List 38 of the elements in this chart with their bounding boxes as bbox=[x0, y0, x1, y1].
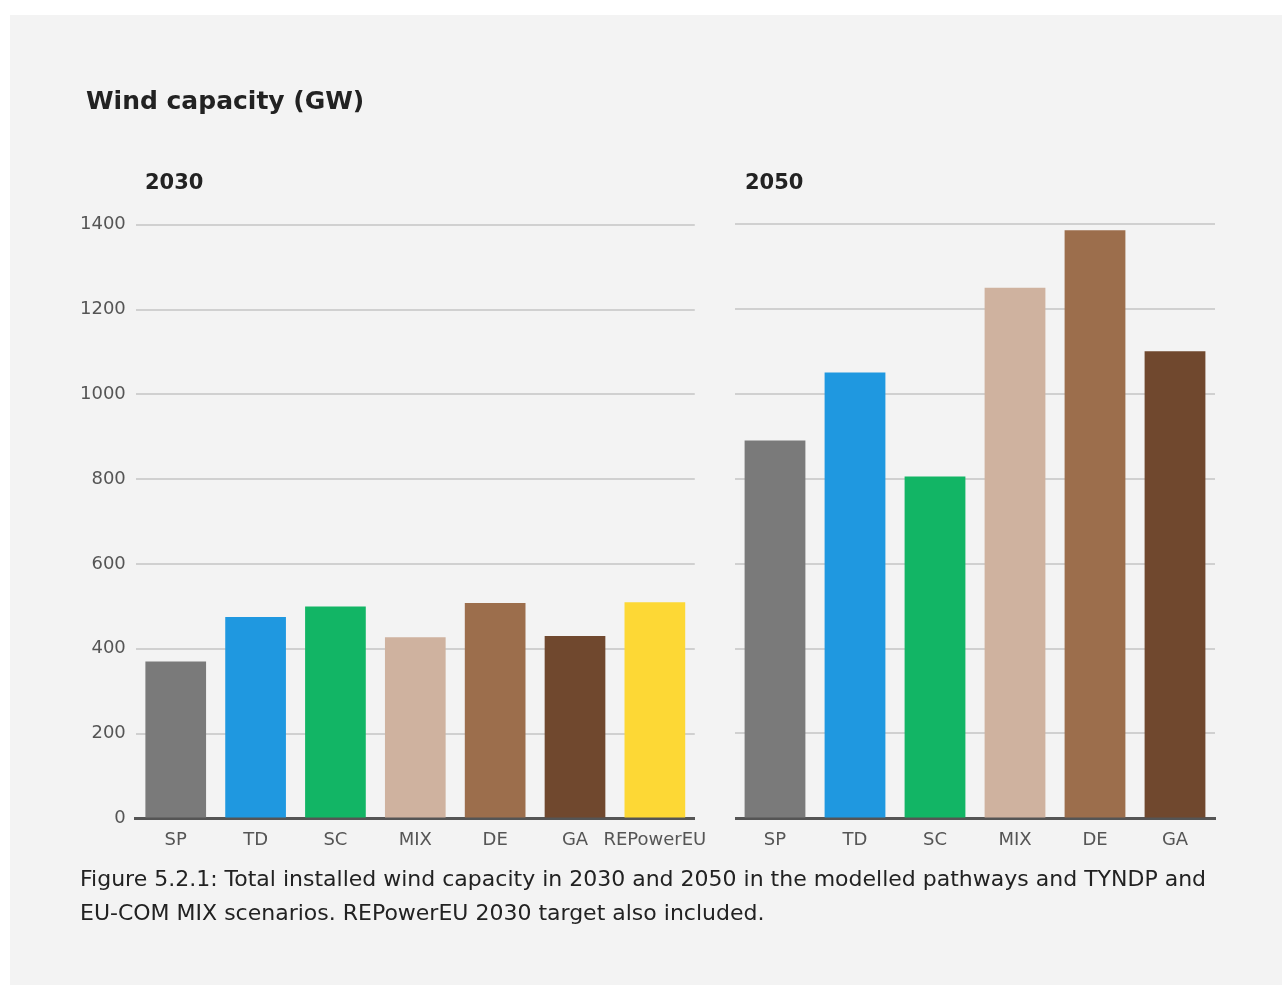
bar bbox=[1144, 351, 1206, 818]
bar bbox=[744, 440, 806, 818]
y-axis-title: Wind capacity (GW) bbox=[86, 86, 365, 115]
bar bbox=[624, 602, 686, 818]
bar bbox=[384, 637, 446, 818]
x-tick-label: SP bbox=[164, 827, 188, 849]
x-tick-label: DE bbox=[1082, 827, 1108, 849]
bar bbox=[984, 287, 1046, 818]
x-tick-label: GA bbox=[561, 827, 589, 849]
x-tick-label: TD bbox=[242, 827, 269, 849]
x-tick-label: GA bbox=[1161, 827, 1189, 849]
bar bbox=[145, 661, 207, 818]
x-tick-label: SC bbox=[923, 827, 947, 849]
y-tick-label: 600 bbox=[91, 551, 126, 573]
y-tick-label: 800 bbox=[91, 466, 126, 488]
y-tick-label: 0 bbox=[114, 806, 126, 828]
x-tick-label: REPowerEU bbox=[603, 827, 707, 849]
y-tick-label: 400 bbox=[91, 636, 126, 658]
bar bbox=[544, 636, 606, 818]
x-tick-label: MIX bbox=[998, 827, 1032, 849]
bar bbox=[824, 372, 886, 818]
x-tick-label: SP bbox=[763, 827, 787, 849]
bar bbox=[904, 476, 966, 818]
y-tick-label: 200 bbox=[91, 721, 126, 743]
y-tick-label: 1400 bbox=[80, 212, 126, 234]
x-tick-label: TD bbox=[841, 827, 868, 849]
bar bbox=[1064, 230, 1126, 818]
chart-title: 2050 bbox=[745, 170, 805, 196]
x-tick-label: DE bbox=[482, 827, 508, 849]
y-tick-label: 1200 bbox=[80, 297, 126, 319]
x-tick-label: MIX bbox=[398, 827, 432, 849]
x-tick-label: SC bbox=[323, 827, 348, 849]
bar bbox=[464, 603, 526, 818]
chart-title: 2030 bbox=[145, 170, 205, 196]
y-tick-label: 1000 bbox=[80, 382, 126, 404]
caption: Figure 5.2.1: Total installed wind capacity in 2030 and 2050 in the modelled pathways and TYNDP and EU-COM MIX scenarios. REPowerEU 2030 target also included. bbox=[80, 865, 1208, 927]
bar bbox=[225, 617, 286, 818]
bar bbox=[305, 606, 366, 818]
